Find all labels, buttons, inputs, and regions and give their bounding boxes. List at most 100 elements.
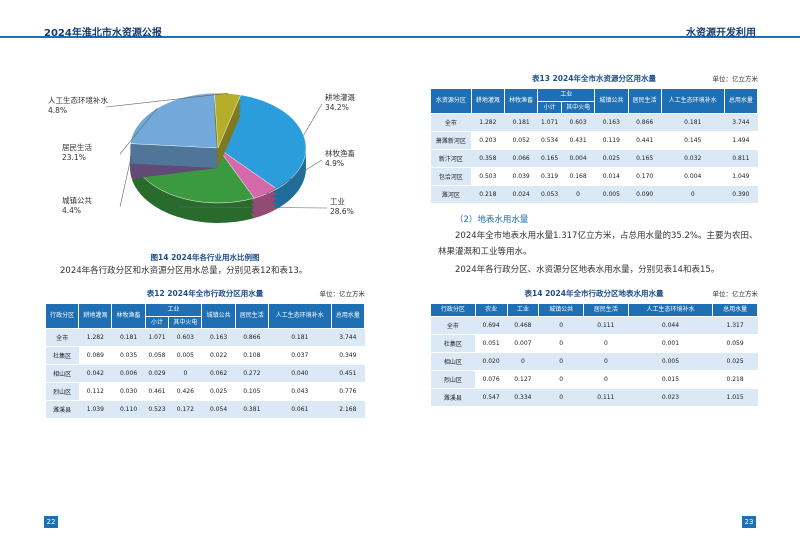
table-cell: 0.108 xyxy=(235,346,269,365)
header-row: 小计 其中火电 xyxy=(46,315,365,329)
table-cell: 1.039 xyxy=(78,400,112,419)
paragraph: 2024年各行政分区和水资源分区用水总量，分别见表12和表13。 xyxy=(60,266,308,276)
table-cell: 0.044 xyxy=(628,316,713,335)
table-cell: 0.811 xyxy=(724,149,758,168)
table-cell: 0 xyxy=(538,370,584,389)
table-cell: 3.744 xyxy=(724,113,758,132)
table-cell: 0.005 xyxy=(628,352,713,371)
table-cell: 0.020 xyxy=(475,352,507,371)
table-cell: 0.053 xyxy=(537,185,562,204)
table-cell: 0.105 xyxy=(235,382,269,401)
table-cell: 1.282 xyxy=(471,113,505,132)
header-cell: 总用水量 xyxy=(330,303,366,329)
table-cell: 濉河区 xyxy=(430,185,472,204)
table-cell: 0.022 xyxy=(201,346,236,365)
table-cell: 0.001 xyxy=(628,334,713,353)
leader-line xyxy=(119,108,158,155)
table: 行政分区 耕地灌溉 林牧渔畜 工业 城镇公共 居民生活 人工生态环境补水 总用水量 小计 其中火电… xyxy=(44,303,366,419)
table-row: 全市 0.694 0.468 0 0.111 0.044 1.317 xyxy=(430,316,758,335)
table-row: 相山区 0.042 0.006 0.029 0 0.062 0.272 0.040 0.451 xyxy=(45,364,365,383)
table-cell: 0.776 xyxy=(331,382,365,401)
table: 水资源分区 耕地灌溉 林牧渔畜 工业 城镇公共 居民生活 人工生态环境补水 总用水量 小计 其中火… xyxy=(430,88,759,204)
table-cell: 0.023 xyxy=(628,388,713,407)
table-cell: 0.203 xyxy=(471,131,505,150)
table-cell: 0.181 xyxy=(268,328,332,347)
table-cell: 烈山区 xyxy=(430,370,476,389)
table-cell: 0.062 xyxy=(201,364,236,383)
table-row: 杜集区 0.089 0.035 0.058 0.005 0.022 0.108 0.037 0.… xyxy=(45,346,365,365)
table-block: 表13 2024年全市水资源分区用水量 单位：亿立方米水资源分区 耕地灌溉 林牧渔畜工… xyxy=(430,73,759,204)
page-number: 23 xyxy=(742,516,756,528)
table-cell: 0.145 xyxy=(661,131,725,150)
table-cell: 0.089 xyxy=(78,346,112,365)
header-row: 行政分区 农业 工业 城镇公共 居民生活 人工生态环境补水 总用水量 xyxy=(430,303,758,317)
table-cell: 0.004 xyxy=(661,167,725,186)
table-cell: 0.110 xyxy=(111,400,146,419)
table-header: 行政分区 耕地灌溉 林牧渔畜 工业 城镇公共 居民生活 人工生态环境补水 总用水量 小计 其中火电 xyxy=(44,303,366,329)
header-cell: 工业 xyxy=(537,88,596,102)
leader-line xyxy=(177,206,328,209)
table-cell: 相山区 xyxy=(45,364,79,383)
table-cell: 0.066 xyxy=(504,149,538,168)
table-cell: 0.168 xyxy=(561,167,595,186)
table-cell: 0.172 xyxy=(168,400,202,419)
header-cell: 林牧渔畜 xyxy=(111,303,146,329)
table-cell: 0.441 xyxy=(628,131,662,150)
table-cell: 1.049 xyxy=(724,167,758,186)
table-cell: 1.494 xyxy=(724,131,758,150)
header-cell: 居民生活 xyxy=(583,303,629,317)
table-cell: 0.004 xyxy=(561,149,595,168)
table-cell: 0.014 xyxy=(594,167,629,186)
header-cell: 工业 xyxy=(144,303,203,317)
table-cell: 0.603 xyxy=(168,328,202,347)
pie-slice xyxy=(129,92,219,168)
table-cell: 0.547 xyxy=(475,388,507,407)
table-cell: 0.005 xyxy=(168,346,202,365)
table-body: 全市 1.282 0.181 1.071 0.603 0.163 0.866 0.181 3.7… xyxy=(45,328,365,419)
header-rule xyxy=(0,36,400,38)
table-cell: 全市 xyxy=(430,113,472,132)
table-cell: 0.523 xyxy=(145,400,169,419)
table-cell: 新汴河区 xyxy=(430,149,472,168)
table-cell: 全市 xyxy=(45,328,79,347)
header-cell: 小计 xyxy=(144,315,170,329)
table-cell: 0.431 xyxy=(561,131,595,150)
table-cell: 0.111 xyxy=(583,388,629,407)
table-cell: 烈山区 xyxy=(45,382,79,401)
header-cell: 林牧渔畜 xyxy=(503,88,539,114)
table-row: 濉河区 0.218 0.024 0.053 0 0.005 0.090 0 0.390 xyxy=(430,185,758,204)
table-cell: 0.170 xyxy=(628,167,662,186)
table-cell: 2.168 xyxy=(331,400,365,419)
table-row: 濉溪县 1.039 0.110 0.523 0.172 0.054 0.381 0.061 2.… xyxy=(45,400,365,419)
table-cell: 0.181 xyxy=(661,113,725,132)
table-cell: 全市 xyxy=(430,316,476,335)
table-cell: 0.024 xyxy=(504,185,538,204)
table-header: 水资源分区 耕地灌溉 林牧渔畜 工业 城镇公共 居民生活 人工生态环境补水 总用水量 小计 其中火… xyxy=(430,88,759,114)
header-cell: 小计 xyxy=(537,100,562,114)
table-cell: 0 xyxy=(583,334,629,353)
table-head: 表14 2024年全市行政分区地表水用水量 单位：亿立方米 xyxy=(430,288,758,300)
table-cell: 0.119 xyxy=(594,131,629,150)
header-row: 水资源分区 耕地灌溉 林牧渔畜 工业 城镇公共 居民生活 人工生态环境补水 总用水量 xyxy=(430,88,759,114)
section-title: （2）地表水用水量 xyxy=(455,215,529,225)
table-cell: 0.127 xyxy=(507,370,539,389)
table-cell: 0.005 xyxy=(594,185,629,204)
table-cell: 0.039 xyxy=(504,167,538,186)
table-cell: 0 xyxy=(538,352,584,371)
slice-label: 人工生态环境补水 xyxy=(48,95,108,105)
table-row: 烈山区 0.112 0.030 0.461 0.426 0.025 0.105 0.043 0.… xyxy=(45,382,365,401)
table-title: 表13 2024年全市水资源分区用水量 xyxy=(532,74,656,83)
table-cell: 0.025 xyxy=(594,149,629,168)
table-cell: 0.319 xyxy=(537,167,562,186)
table-cell: 0.426 xyxy=(168,382,202,401)
table-unit: 单位：亿立方米 xyxy=(712,75,759,83)
table-cell: 0.037 xyxy=(268,346,332,365)
table-cell: 1.071 xyxy=(145,328,169,347)
leader-line xyxy=(119,161,131,208)
table-cell: 0.165 xyxy=(537,149,562,168)
table-cell: 0.052 xyxy=(504,131,538,150)
header-cell: 耕地灌溉 xyxy=(470,88,505,114)
table-title: 表14 2024年全市行政分区地表水用水量 xyxy=(524,289,664,298)
table-cell: 0.181 xyxy=(111,328,146,347)
